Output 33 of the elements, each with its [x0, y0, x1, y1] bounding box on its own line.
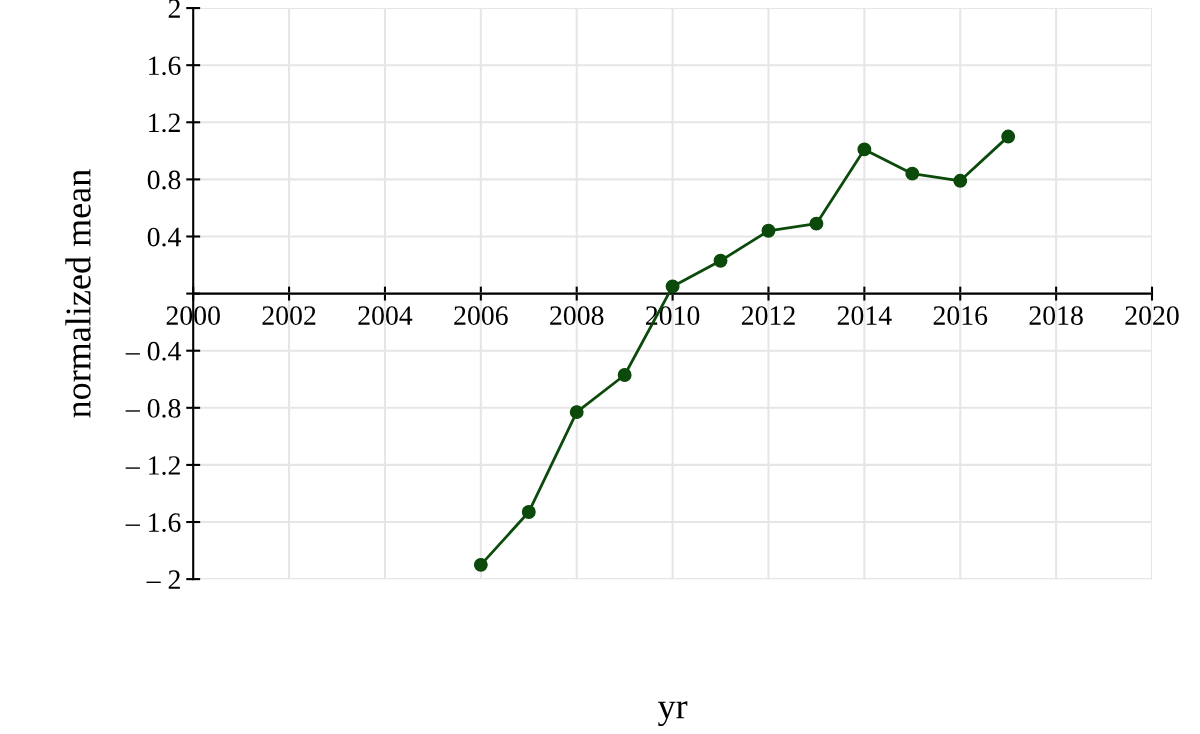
point: [665, 279, 680, 294]
y-tick-label: 0.4: [147, 227, 181, 247]
y-tick-label: – 1.2: [125, 456, 180, 475]
point: [761, 223, 776, 238]
x-tick-label: 2018: [1029, 306, 1083, 325]
point: [617, 368, 632, 382]
x-tick-label: 2016: [933, 306, 988, 325]
point: [713, 253, 728, 268]
point: [473, 557, 488, 572]
y-tick-label: – 0.4: [125, 341, 181, 361]
y-tick-label: – 2: [146, 570, 180, 589]
x-tick-label: 2012: [741, 306, 795, 325]
x-tick-label: 2020: [1125, 306, 1179, 325]
point: [809, 216, 824, 231]
y-tick-label: 1.6: [149, 56, 181, 76]
point: [521, 505, 536, 519]
x-tick-label: 2004: [358, 306, 413, 325]
point: [857, 142, 872, 157]
point: [905, 166, 920, 181]
x-tick-label: 2006: [454, 306, 508, 325]
x-axis-title: yr: [658, 701, 688, 727]
y-tick-label: 1.2: [149, 113, 180, 133]
point: [953, 173, 968, 188]
y-tick-label: – 0.8: [125, 398, 181, 418]
y-axis-title: normalized mean: [65, 169, 91, 418]
y-tick-label: – 1.6: [125, 513, 181, 533]
point: [569, 405, 584, 420]
point: [1001, 129, 1016, 144]
y-tick-label: 2: [168, 0, 180, 18]
x-tick-label: 2002: [262, 306, 316, 325]
x-tick-label: 2014: [837, 306, 892, 325]
y-tick-label: 0.8: [147, 170, 181, 190]
x-tick-label: 2008: [550, 306, 604, 325]
